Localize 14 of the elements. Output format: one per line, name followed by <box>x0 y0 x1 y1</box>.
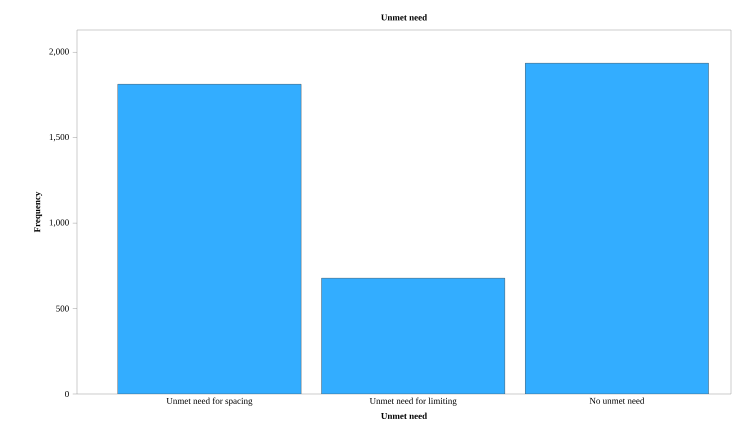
y-tick-label: 2,000 <box>49 48 69 56</box>
y-tick-label: 1,000 <box>50 219 69 227</box>
bar <box>525 62 709 394</box>
x-tick-label: Unmet need for limiting <box>370 398 457 406</box>
bar <box>118 84 302 394</box>
bar <box>321 278 505 394</box>
x-tick-label: Unmet need for spacing <box>166 398 252 406</box>
y-tick-label: 1,500 <box>50 134 69 142</box>
y-axis-title: Frequency <box>34 192 42 232</box>
chart-title: Unmet need <box>381 14 428 20</box>
x-tick-label: No unmet need <box>590 398 644 404</box>
y-tick-label: 0 <box>65 390 69 398</box>
y-tick-label: 500 <box>56 306 69 312</box>
x-axis-title: Unmet need <box>381 412 428 420</box>
